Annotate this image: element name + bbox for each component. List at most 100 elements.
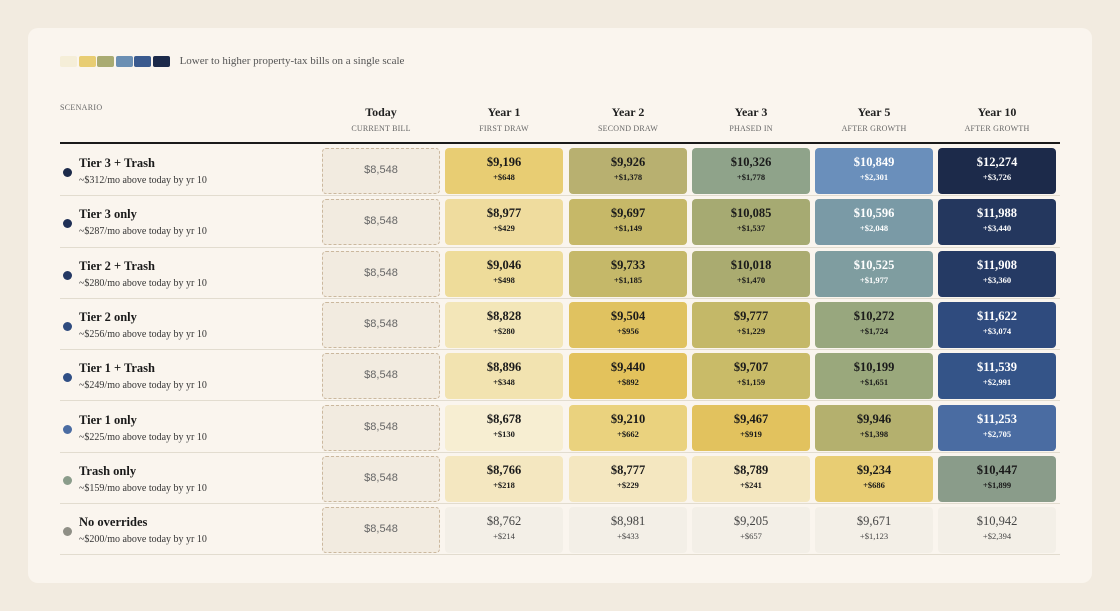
bill-increase-value: +$1,398: [859, 428, 889, 439]
bill-increase-value: +$1,159: [736, 377, 766, 388]
column-title: Year 5: [857, 105, 891, 119]
legend-label: Lower to higher property-tax bills on a …: [179, 55, 405, 67]
legend-swatch: [97, 55, 115, 67]
projected-bill-cell: $10,085 +$1,537: [692, 199, 810, 246]
projected-bill-cell: $9,210 +$662: [569, 404, 687, 451]
projected-bill-value: $9,234: [856, 462, 892, 477]
bill-increase-value: +$229: [617, 479, 639, 490]
bill-increase-value: +$1,123: [859, 531, 889, 542]
projected-bill-value: $9,946: [856, 411, 892, 426]
projected-bill-value: $8,777: [610, 462, 646, 477]
scenario-name: Tier 2 + Trash: [79, 258, 156, 273]
projected-bill-cell: $8,766 +$218: [445, 455, 563, 502]
projected-bill-value: $9,196: [486, 155, 522, 169]
projected-bill-value: $10,018: [730, 257, 772, 272]
bill-increase-value: +$1,778: [736, 172, 766, 182]
bill-increase-value: +$1,470: [736, 274, 766, 285]
scenario-row: Tier 2 + Trash ~$280/mo above today by yr…: [60, 248, 1060, 299]
bill-increase-value: +$956: [617, 325, 639, 336]
legend-swatch: [115, 55, 133, 67]
projected-bill-cell: $10,849 +$2,301: [815, 148, 933, 194]
projected-bill-value: $10,596: [853, 206, 895, 221]
projected-bill-value: $8,789: [733, 462, 769, 477]
bill-increase-value: +$1,977: [859, 274, 889, 285]
current-bill-value: $8,548: [364, 471, 398, 484]
scenario-column-header: SCENARIO: [60, 103, 103, 112]
column-header: Year 1 FIRST DRAW: [445, 105, 563, 133]
projected-bill-value: $9,777: [733, 308, 769, 323]
projected-bill-value: $11,622: [977, 308, 1017, 323]
projected-bill-cell: $9,467 +$919: [692, 404, 810, 451]
projected-bill-cell: $10,018 +$1,470: [692, 250, 810, 297]
projected-bill-cell: $8,762 +$214: [445, 507, 563, 554]
bill-increase-value: +$3,440: [982, 223, 1012, 234]
bill-increase-value: +$1,651: [859, 377, 889, 388]
projected-bill-value: $9,733: [610, 257, 646, 272]
column-title: Year 10: [977, 105, 1017, 119]
column-subtitle: FIRST DRAW: [479, 124, 529, 133]
legend-swatch: [78, 55, 96, 67]
projected-bill-value: $9,046: [486, 257, 522, 272]
current-bill-cell: $8,548: [322, 148, 440, 194]
projected-bill-value: $11,988: [977, 206, 1017, 221]
column-subtitle: AFTER GROWTH: [841, 124, 907, 133]
bill-increase-value: +$648: [493, 172, 515, 182]
scenario-name: Tier 3 only: [79, 207, 137, 222]
bill-increase-value: +$2,394: [982, 531, 1012, 542]
scenario-row: Tier 3 only ~$287/mo above today by yr 10…: [60, 196, 1060, 248]
bill-increase-value: +$657: [740, 531, 762, 542]
projected-bill-value: $10,849: [853, 155, 895, 169]
bill-increase-value: +$2,705: [982, 428, 1012, 439]
column-header: Year 2 SECOND DRAW: [569, 105, 687, 133]
projected-bill-value: $8,762: [486, 514, 522, 529]
projected-bill-cell: $10,272 +$1,724: [815, 301, 933, 348]
projected-bill-cell: $8,896 +$348: [445, 353, 563, 400]
projected-bill-value: $8,977: [486, 206, 522, 221]
column-title: Year 3: [734, 105, 768, 119]
projected-bill-value: $9,697: [610, 206, 646, 221]
legend-swatch: [60, 55, 77, 67]
projected-bill-cell: $11,988 +$3,440: [938, 199, 1056, 246]
current-bill-value: $8,548: [364, 420, 398, 433]
column-header: Year 5 AFTER GROWTH: [815, 105, 933, 133]
scenario-dot-icon: [63, 527, 72, 537]
scenario-summary: ~$159/mo above today by yr 10: [79, 482, 207, 494]
projected-bill-value: $8,678: [486, 411, 522, 426]
projected-bill-cell: $11,622 +$3,074: [938, 301, 1056, 348]
bill-increase-value: +$892: [617, 377, 639, 388]
scenario-row: Tier 1 only ~$225/mo above today by yr 10…: [60, 402, 1060, 453]
projected-bill-cell: $10,326 +$1,778: [692, 148, 810, 194]
projected-bill-cell: $9,234 +$686: [815, 455, 933, 502]
scenario-summary: ~$287/mo above today by yr 10: [79, 226, 207, 238]
projected-bill-value: $9,467: [733, 411, 769, 426]
projected-bill-value: $11,539: [977, 360, 1017, 375]
scenario-summary: ~$312/mo above today by yr 10: [79, 175, 207, 186]
projected-bill-cell: $9,046 +$498: [445, 250, 563, 297]
projected-bill-cell: $10,525 +$1,977: [815, 250, 933, 297]
projected-bill-value: $10,447: [976, 462, 1018, 477]
column-title: Year 1: [487, 105, 521, 119]
tax-comparison-card: Lower to higher property-tax bills on a …: [28, 28, 1092, 583]
projected-bill-cell: $9,205 +$657: [692, 507, 810, 554]
current-bill-cell: $8,548: [322, 199, 440, 246]
scenario-dot-icon: [63, 321, 72, 331]
bill-increase-value: +$3,726: [982, 172, 1012, 182]
bill-increase-value: +$1,149: [613, 223, 643, 234]
projected-bill-value: $8,981: [610, 514, 646, 529]
projected-bill-value: $10,525: [853, 257, 895, 272]
projected-bill-value: $11,908: [977, 257, 1017, 272]
scenario-dot-icon: [63, 219, 72, 229]
projected-bill-value: $9,205: [733, 514, 769, 529]
scenario-dot-icon: [63, 168, 72, 177]
projected-bill-cell: $8,777 +$229: [569, 455, 687, 502]
column-header: Year 3 PHASED IN: [692, 105, 810, 133]
scenario-summary: ~$249/mo above today by yr 10: [79, 380, 207, 392]
current-bill-cell: $8,548: [322, 455, 440, 502]
projected-bill-cell: $8,977 +$429: [445, 199, 563, 246]
scenario-dot-icon: [63, 270, 72, 280]
column-subtitle: AFTER GROWTH: [964, 124, 1030, 133]
projected-bill-cell: $9,697 +$1,149: [569, 199, 687, 246]
scenario-row: Trash only ~$159/mo above today by yr 10 $…: [60, 453, 1060, 505]
projected-bill-value: $12,274: [976, 155, 1018, 169]
scenario-dot-icon: [63, 475, 72, 485]
